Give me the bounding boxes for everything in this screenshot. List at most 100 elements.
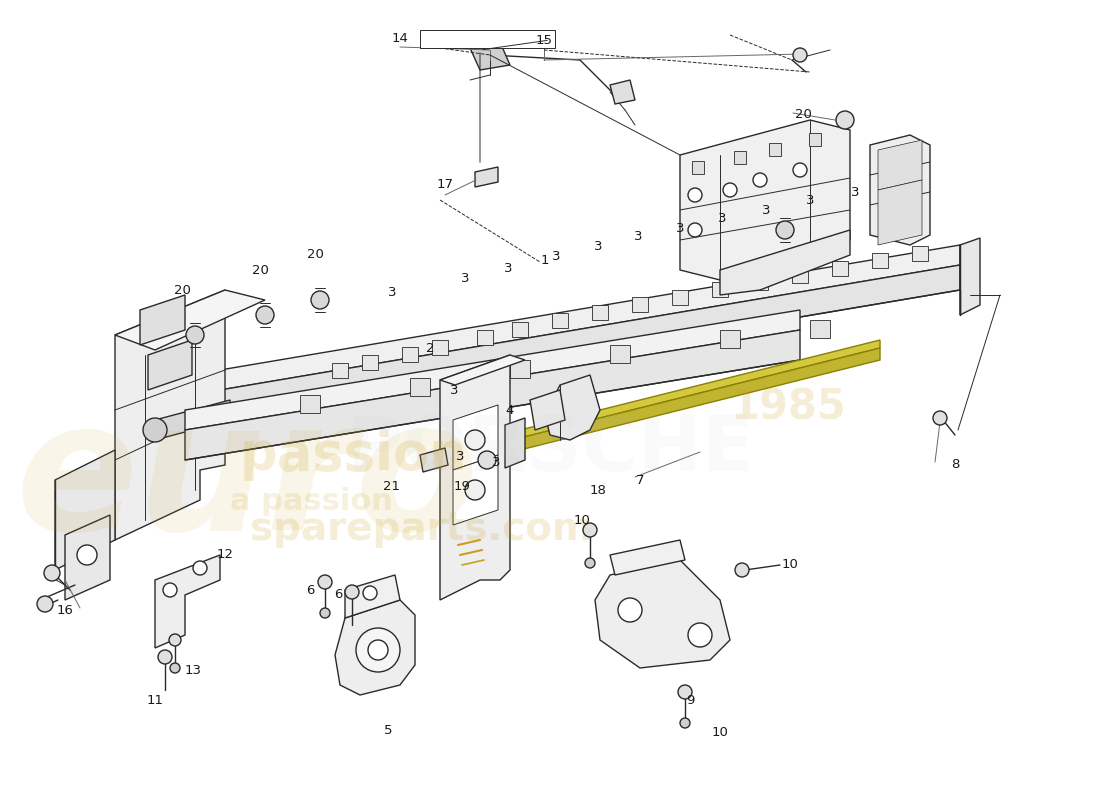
Polygon shape	[148, 340, 192, 390]
Circle shape	[170, 663, 180, 673]
Polygon shape	[610, 540, 685, 575]
Text: spareparts.com: spareparts.com	[250, 510, 593, 548]
Polygon shape	[672, 290, 688, 305]
Circle shape	[368, 640, 388, 660]
Circle shape	[465, 430, 485, 450]
Text: 4: 4	[506, 403, 514, 417]
Polygon shape	[712, 282, 728, 297]
Text: 20: 20	[174, 283, 190, 297]
Polygon shape	[520, 340, 880, 438]
Circle shape	[318, 575, 332, 589]
Polygon shape	[65, 515, 110, 600]
Circle shape	[678, 685, 692, 699]
Polygon shape	[610, 345, 630, 363]
Polygon shape	[878, 180, 922, 245]
Circle shape	[186, 326, 204, 344]
Circle shape	[688, 223, 702, 237]
Polygon shape	[140, 295, 185, 345]
Circle shape	[320, 608, 330, 618]
Text: 13: 13	[185, 663, 201, 677]
Polygon shape	[453, 455, 498, 525]
Text: 10: 10	[782, 558, 799, 571]
Text: 3: 3	[805, 194, 814, 206]
Circle shape	[688, 188, 702, 202]
Text: 7: 7	[636, 474, 645, 486]
Polygon shape	[185, 330, 800, 460]
Circle shape	[478, 451, 496, 469]
Polygon shape	[477, 330, 493, 345]
Polygon shape	[752, 275, 768, 290]
Polygon shape	[734, 151, 746, 164]
Text: a passion: a passion	[230, 487, 393, 516]
Polygon shape	[336, 600, 415, 695]
Polygon shape	[692, 161, 704, 174]
Text: 18: 18	[590, 483, 606, 497]
Polygon shape	[960, 238, 980, 315]
Polygon shape	[116, 290, 226, 540]
Text: 3: 3	[492, 455, 500, 469]
Text: 3: 3	[850, 186, 859, 199]
Polygon shape	[595, 560, 730, 668]
Polygon shape	[769, 143, 781, 156]
Polygon shape	[185, 360, 220, 415]
Polygon shape	[878, 140, 922, 190]
Polygon shape	[185, 310, 800, 430]
Text: 15: 15	[536, 34, 552, 46]
Text: 9: 9	[685, 694, 694, 706]
Polygon shape	[440, 355, 510, 600]
Circle shape	[688, 623, 712, 647]
Polygon shape	[155, 400, 230, 440]
Polygon shape	[680, 120, 850, 280]
Text: 20: 20	[307, 249, 323, 262]
Text: 11: 11	[146, 694, 164, 706]
Polygon shape	[530, 390, 565, 430]
Circle shape	[836, 111, 854, 129]
Text: 3: 3	[504, 262, 513, 274]
Circle shape	[158, 650, 172, 664]
Polygon shape	[544, 375, 600, 440]
Circle shape	[77, 545, 97, 565]
Text: 10: 10	[573, 514, 591, 526]
Circle shape	[311, 291, 329, 309]
Circle shape	[363, 586, 377, 600]
Polygon shape	[810, 320, 830, 338]
Text: 5: 5	[384, 723, 393, 737]
Text: 2: 2	[426, 342, 434, 354]
Polygon shape	[410, 378, 430, 396]
Polygon shape	[505, 418, 525, 468]
Text: 1985: 1985	[730, 387, 846, 429]
Circle shape	[345, 585, 359, 599]
Text: 3: 3	[675, 222, 684, 234]
Polygon shape	[720, 330, 740, 348]
Polygon shape	[345, 575, 400, 618]
Circle shape	[735, 563, 749, 577]
Text: 3: 3	[455, 450, 464, 462]
Polygon shape	[520, 348, 880, 450]
Circle shape	[585, 558, 595, 568]
Polygon shape	[912, 246, 928, 261]
Polygon shape	[420, 30, 556, 48]
Polygon shape	[552, 313, 568, 328]
Text: 12: 12	[217, 549, 233, 562]
Circle shape	[933, 411, 947, 425]
Polygon shape	[512, 322, 528, 337]
Polygon shape	[792, 268, 808, 283]
Text: 14: 14	[392, 31, 408, 45]
Polygon shape	[55, 450, 116, 570]
Text: 3: 3	[594, 239, 603, 253]
Text: euro: euro	[15, 392, 478, 568]
Polygon shape	[220, 245, 960, 390]
Text: 8: 8	[950, 458, 959, 471]
Text: 16: 16	[56, 603, 74, 617]
Text: 3: 3	[761, 203, 770, 217]
Polygon shape	[155, 555, 220, 648]
Text: 3: 3	[634, 230, 642, 243]
Text: 3: 3	[450, 383, 459, 397]
Polygon shape	[402, 347, 418, 362]
Polygon shape	[453, 405, 498, 470]
Polygon shape	[220, 265, 960, 415]
Circle shape	[256, 306, 274, 324]
Polygon shape	[872, 253, 888, 268]
Polygon shape	[632, 297, 648, 312]
Text: 3: 3	[552, 250, 560, 262]
